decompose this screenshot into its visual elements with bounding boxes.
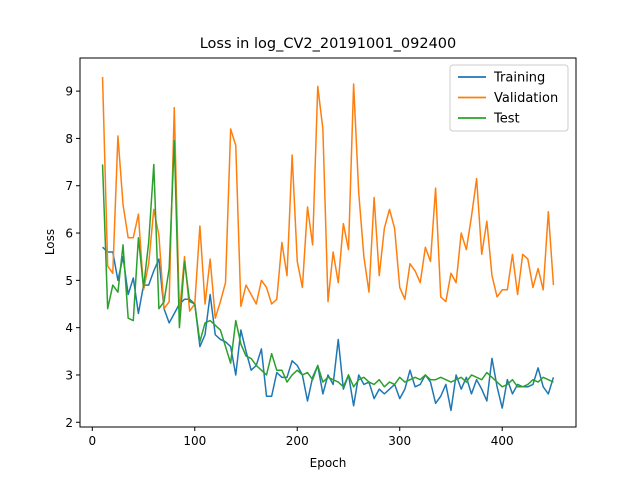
x-tick-label: 0 xyxy=(88,434,96,448)
y-tick-label: 4 xyxy=(65,321,73,335)
legend-label-validation: Validation xyxy=(494,91,558,106)
series-line-test xyxy=(101,140,554,388)
x-axis-label: Epoch xyxy=(310,456,347,470)
y-tick-label: 2 xyxy=(65,416,73,430)
series-lines xyxy=(101,76,555,412)
legend-box xyxy=(449,64,569,132)
y-axis-label: Loss xyxy=(43,229,57,255)
y-tick-label: 9 xyxy=(65,85,73,99)
legend-label-training: Training xyxy=(493,71,545,86)
legend: Training Validation Test xyxy=(449,64,569,132)
y-tick-label: 8 xyxy=(65,132,73,146)
y-tick-label: 5 xyxy=(65,274,73,288)
series-line-training xyxy=(102,246,555,412)
x-axis: 0 100 200 300 400 xyxy=(88,427,514,448)
y-tick-label: 6 xyxy=(65,227,73,241)
y-axis: 2 3 4 5 6 7 8 9 xyxy=(65,85,80,430)
y-tick-label: 3 xyxy=(65,368,73,382)
y-tick-label: 7 xyxy=(65,179,73,193)
legend-label-test: Test xyxy=(493,112,520,127)
x-tick-label: 100 xyxy=(183,434,206,448)
chart-title: Loss in log_CV2_20191001_092400 xyxy=(200,36,457,52)
x-tick-label: 300 xyxy=(388,434,411,448)
x-tick-label: 400 xyxy=(491,434,514,448)
x-tick-label: 200 xyxy=(286,434,309,448)
axes-frame xyxy=(79,57,577,428)
